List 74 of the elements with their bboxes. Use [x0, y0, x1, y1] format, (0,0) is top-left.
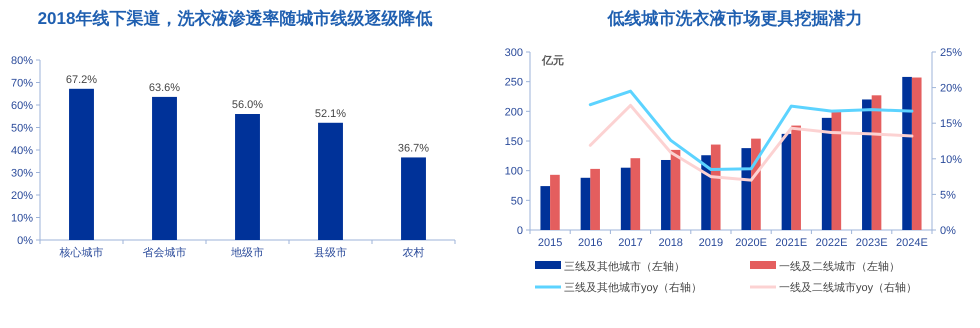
bar — [401, 157, 426, 240]
y-tick-label: 150 — [504, 136, 523, 148]
bar — [902, 76, 912, 230]
text: 52.1% — [314, 108, 346, 120]
bar — [741, 148, 752, 230]
x-tick-label: 2021E — [775, 237, 808, 249]
bar — [540, 186, 550, 230]
chart-title: 低线城市洗衣液市场更具挖掘潜力 — [606, 9, 862, 28]
text: 67.2% — [66, 74, 98, 86]
y-tick-label: 300 — [504, 47, 523, 59]
x-tick-label: 农村 — [402, 246, 424, 259]
bar — [710, 144, 721, 230]
y-tick-label: 0 — [516, 225, 523, 237]
text: 63.6% — [148, 82, 180, 94]
y2-tick-label: 0% — [940, 225, 956, 237]
bar — [630, 158, 640, 230]
bar — [872, 95, 882, 230]
x-tick-label: 2022E — [816, 237, 848, 249]
y2-tick-label: 10% — [940, 154, 962, 166]
x-tick-label: 核心城市 — [58, 246, 104, 259]
y2-tick-label: 15% — [940, 118, 962, 130]
bar — [862, 99, 872, 230]
legend-label: 一线及二线城市（左轴） — [779, 260, 900, 273]
x-tick-label: 2020E — [735, 237, 768, 249]
y-tick-label: 30% — [10, 168, 34, 180]
y-tick-label: 10% — [10, 212, 34, 224]
bar — [832, 111, 842, 230]
bar — [912, 78, 922, 230]
x-tick-label: 2015 — [538, 237, 562, 249]
y-axis-title: 亿元 — [541, 55, 564, 67]
legend-label: 三线及其他城市（左轴） — [564, 260, 685, 273]
legend-label: 一线及二线城市yoy（右轴） — [779, 281, 918, 294]
y2-tick-label: 5% — [940, 189, 956, 202]
text: 56.0% — [232, 99, 264, 111]
text: 36.7% — [398, 142, 430, 154]
y2-tick-label: 25% — [940, 47, 962, 59]
y-tick-label: 40% — [10, 145, 34, 157]
y-tick-label: 20% — [10, 190, 34, 202]
y-tick-label: 250 — [504, 76, 523, 89]
legend-label: 三线及其他城市yoy（右轴） — [564, 281, 702, 294]
x-tick-label: 2018 — [658, 237, 683, 249]
x-tick-label: 2017 — [618, 237, 643, 249]
bar — [620, 168, 630, 230]
line-series — [588, 90, 914, 171]
bar — [69, 88, 94, 240]
bar — [550, 174, 560, 230]
line-series — [588, 104, 914, 182]
bar — [661, 160, 671, 230]
x-tick-label: 2019 — [698, 237, 724, 249]
y-tick-label: 0% — [17, 235, 34, 247]
y-tick-label: 80% — [10, 55, 34, 67]
x-tick-label: 2023E — [856, 237, 888, 249]
bar — [318, 122, 343, 240]
x-tick-label: 县级市 — [314, 246, 347, 259]
y-tick-label: 60% — [10, 100, 34, 112]
y-tick-label: 70% — [10, 78, 34, 90]
bar — [791, 126, 801, 230]
bar — [822, 118, 832, 230]
bar — [782, 134, 792, 230]
bar — [580, 178, 590, 230]
bar — [235, 114, 260, 240]
x-tick-label: 省会城市 — [142, 246, 186, 259]
bar — [670, 150, 680, 230]
y-tick-label: 50% — [10, 122, 34, 134]
y-tick-label: 100 — [504, 166, 523, 178]
x-tick-label: 2024E — [896, 237, 928, 249]
y-tick-label: 50 — [510, 195, 523, 208]
bar — [590, 168, 600, 230]
chart-title: 2018年线下渠道，洗衣液渗透率随城市线级逐级降低 — [38, 9, 432, 28]
y-tick-label: 200 — [504, 106, 523, 118]
x-tick-label: 地级市 — [230, 246, 264, 259]
bar — [152, 96, 177, 240]
y2-tick-label: 20% — [940, 82, 962, 95]
x-tick-label: 2016 — [578, 237, 603, 249]
